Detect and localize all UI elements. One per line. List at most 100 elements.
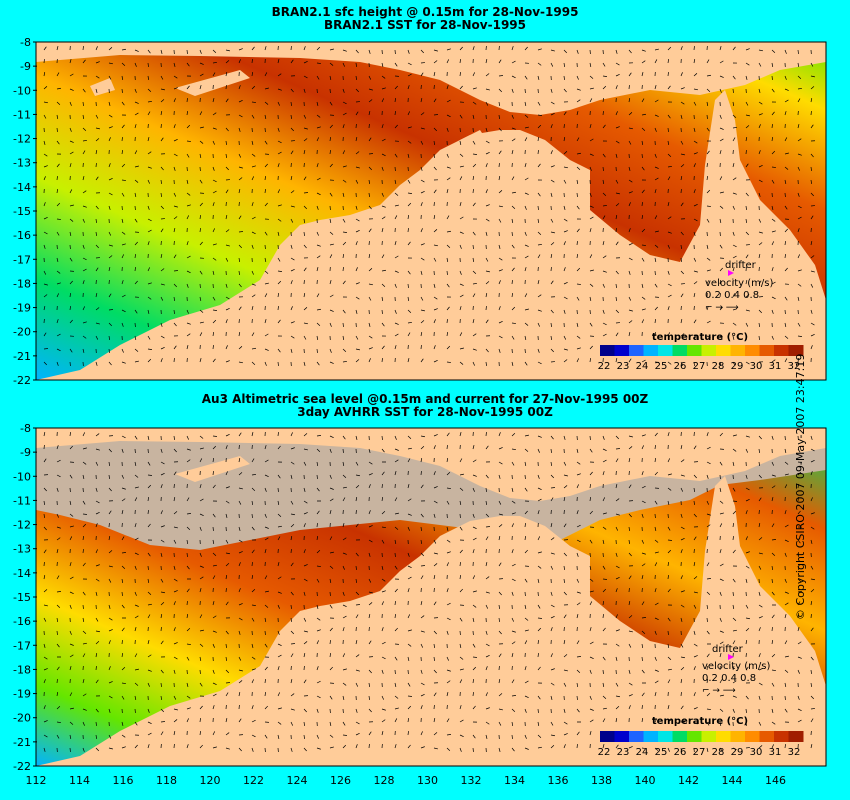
lat-tick-label: -11 [13, 108, 31, 121]
colorbar-swatch [629, 345, 644, 356]
current-arrow [603, 579, 607, 580]
lat-tick-label: -13 [13, 157, 31, 170]
lat-tick-label: -17 [13, 253, 31, 266]
lon-tick-label: 114 [69, 774, 90, 787]
colorbar-swatch [600, 345, 615, 356]
colorbar-tick-label: 26 [674, 361, 687, 372]
top-velocity-values: 0.2 0.4 0.8 [705, 290, 759, 301]
lat-tick-label: -8 [20, 422, 31, 435]
colorbar-swatch [745, 731, 760, 742]
copyright-notice: © Copyright CSIRO 2007 09-May-2007 23:47… [794, 354, 807, 620]
lon-tick-label: 138 [591, 774, 612, 787]
lat-tick-label: -22 [13, 760, 31, 773]
colorbar-swatch [687, 345, 702, 356]
current-arrow [668, 540, 672, 541]
colorbar-swatch [615, 345, 630, 356]
colorbar-tick-label: 22 [598, 747, 611, 758]
colorbar-swatch [673, 731, 688, 742]
colorbar-swatch [629, 731, 644, 742]
colorbar-swatch [658, 345, 673, 356]
colorbar-tick-label: 30 [750, 747, 763, 758]
lon-tick-label: 146 [765, 774, 786, 787]
colorbar-tick-label: 31 [769, 361, 782, 372]
lat-tick-label: -17 [13, 639, 31, 652]
lon-tick-label: 130 [417, 774, 438, 787]
lat-tick-label: -19 [13, 688, 31, 701]
lat-tick-label: -12 [13, 519, 31, 532]
lat-tick-label: -21 [13, 350, 31, 363]
lat-tick-label: -9 [20, 60, 31, 73]
lon-tick-label: 136 [548, 774, 569, 787]
colorbar-tick-label: 28 [712, 361, 725, 372]
colorbar-tick-label: 24 [636, 747, 649, 758]
colorbar-tick-label: 22 [598, 361, 611, 372]
lat-tick-label: -11 [13, 494, 31, 507]
bottom-velocity-label: velocity (m/s) [702, 661, 770, 672]
lat-tick-label: -12 [13, 133, 31, 146]
colorbar-tick-label: 23 [617, 361, 630, 372]
lon-tick-label: 116 [113, 774, 134, 787]
lat-tick-label: -22 [13, 374, 31, 387]
current-arrow [343, 735, 347, 736]
lat-tick-label: -16 [13, 615, 31, 628]
lat-tick-label: -10 [13, 84, 31, 97]
colorbar-tick-label: 27 [693, 361, 706, 372]
colorbar-swatch [673, 345, 688, 356]
colorbar-tick-label: 24 [636, 361, 649, 372]
current-arrow [408, 696, 412, 697]
colorbar-swatch [600, 731, 615, 742]
colorbar-tick-label: 26 [674, 747, 687, 758]
colorbar-swatch [716, 731, 731, 742]
top-velocity-arrows: ⌐ → ⟶ [705, 303, 739, 313]
lon-tick-label: 118 [156, 774, 177, 787]
top-velocity-label: velocity (m/s) [705, 278, 773, 289]
lon-tick-label: 124 [287, 774, 308, 787]
lon-tick-label: 132 [461, 774, 482, 787]
colorbar-tick-label: 25 [655, 747, 668, 758]
lat-tick-label: -15 [13, 591, 31, 604]
colorbar-swatch [658, 731, 673, 742]
colorbar-swatch [760, 345, 775, 356]
lon-tick-label: 126 [330, 774, 351, 787]
lat-tick-label: -18 [13, 663, 31, 676]
lon-tick-label: 120 [200, 774, 221, 787]
lat-tick-label: -21 [13, 736, 31, 749]
top-drifter-label: drifter [725, 260, 757, 271]
bottom-velocity-arrows: ⌐ → ⟶ [702, 686, 736, 696]
colorbar-tick-label: 29 [731, 361, 744, 372]
lon-tick-label: 112 [26, 774, 47, 787]
bottom-colorbar-title: temperature (°C) [652, 716, 748, 727]
lat-tick-label: -20 [13, 326, 31, 339]
colorbar-swatch [615, 731, 630, 742]
colorbar-swatch [774, 731, 789, 742]
lat-tick-label: -9 [20, 446, 31, 459]
current-arrow [473, 657, 477, 658]
colorbar-swatch [702, 345, 717, 356]
lat-tick-label: -15 [13, 205, 31, 218]
top-colorbar-title: temperature (°C) [652, 332, 748, 343]
lat-tick-label: -16 [13, 229, 31, 242]
lat-tick-label: -20 [13, 712, 31, 725]
colorbar-tick-label: 25 [655, 361, 668, 372]
colorbar-swatch [760, 731, 775, 742]
top-map-panel [36, 42, 826, 380]
colorbar-swatch [702, 731, 717, 742]
bottom-velocity-values: 0.2 0.4 0.8 [702, 673, 756, 684]
lon-tick-label: 142 [678, 774, 699, 787]
colorbar-swatch [745, 345, 760, 356]
colorbar-swatch [731, 345, 746, 356]
colorbar-swatch [731, 731, 746, 742]
lat-tick-label: -18 [13, 277, 31, 290]
lon-tick-label: 144 [722, 774, 743, 787]
colorbar-swatch [644, 345, 659, 356]
lat-tick-label: -14 [13, 567, 31, 580]
lon-tick-label: 134 [504, 774, 525, 787]
lat-tick-label: -13 [13, 543, 31, 556]
colorbar-swatch [716, 345, 731, 356]
colorbar-tick-label: 32 [788, 747, 801, 758]
colorbar-swatch [789, 731, 804, 742]
colorbar-swatch [687, 731, 702, 742]
lat-tick-label: -14 [13, 181, 31, 194]
lon-tick-label: 128 [374, 774, 395, 787]
